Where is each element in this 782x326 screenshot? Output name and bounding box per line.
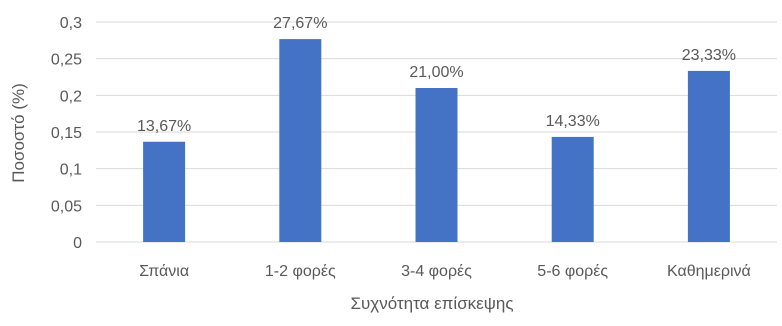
data-label: 27,67% — [273, 15, 327, 32]
y-tick-label: 0,15 — [51, 125, 82, 142]
y-tick-label: 0,1 — [60, 162, 82, 179]
bar — [688, 71, 730, 242]
y-axis-title: Ποσοστό (%) — [9, 83, 28, 183]
category-label: Καθημερινά — [667, 263, 751, 280]
data-label: 23,33% — [682, 47, 736, 64]
y-tick-label: 0,05 — [51, 198, 82, 215]
y-tick-label: 0,25 — [51, 52, 82, 69]
bar — [143, 142, 185, 242]
data-label: 13,67% — [137, 118, 191, 135]
data-label: 14,33% — [546, 113, 600, 130]
x-axis-title: Συχνότητα επίσκεψης — [350, 294, 513, 313]
y-tick-label: 0 — [73, 235, 82, 252]
bar — [416, 88, 458, 242]
category-label: 5-6 φορές — [537, 263, 608, 280]
data-label: 21,00% — [409, 64, 463, 81]
bar — [279, 39, 321, 242]
category-label: 3-4 φορές — [401, 263, 472, 280]
y-tick-label: 0,2 — [60, 88, 82, 105]
bar — [552, 137, 594, 242]
y-tick-label: 0,3 — [60, 15, 82, 32]
category-label: 1-2 φορές — [265, 263, 336, 280]
category-label: Σπάνια — [139, 263, 189, 280]
y-tick-labels: 0 0,05 0,1 0,15 0,2 0,25 0,3 — [51, 15, 82, 252]
category-labels: Σπάνια 1-2 φορές 3-4 φορές 5-6 φορές Καθημερ… — [139, 263, 751, 280]
